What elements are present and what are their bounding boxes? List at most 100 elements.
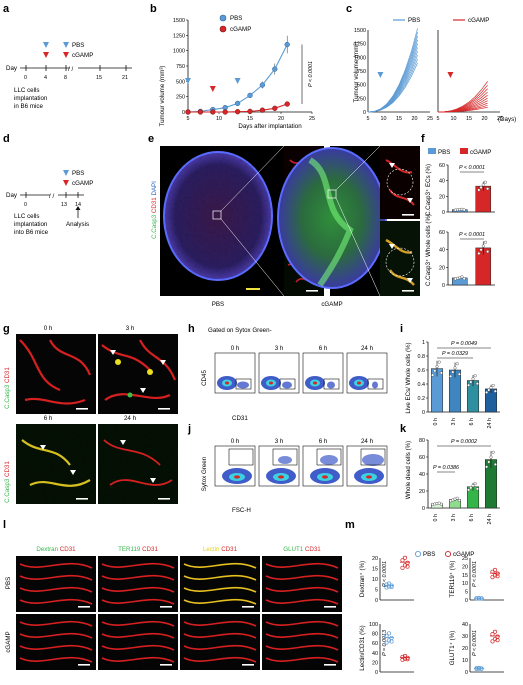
dead-cell-population	[320, 455, 338, 465]
vessel	[265, 574, 339, 581]
vessel	[183, 574, 257, 581]
time-label: 6 h	[319, 345, 328, 352]
data-point	[210, 109, 216, 115]
y-tick-label: 1250	[354, 42, 366, 48]
svg-text:in B6 mice: in B6 mice	[14, 103, 43, 110]
vessel	[101, 656, 175, 663]
data-point	[453, 366, 457, 370]
svg-text:implantation: implantation	[14, 95, 48, 102]
svg-text:CD31: CD31	[232, 415, 248, 422]
data-point	[474, 666, 479, 671]
vessel	[101, 620, 175, 627]
y-tick-label: 0	[375, 670, 378, 676]
time-label: 6 h	[319, 438, 328, 445]
data-point	[493, 462, 497, 466]
y-tick-label: 100	[369, 622, 378, 628]
data-point	[389, 635, 394, 641]
vessel	[183, 598, 257, 605]
x-tick-label: 3 h	[451, 418, 457, 426]
data-point	[471, 484, 475, 488]
scale-bar	[78, 664, 90, 666]
column-label: GLUT1 CD31	[283, 546, 321, 553]
data-point	[386, 638, 392, 643]
cell-population	[327, 381, 335, 389]
vessel	[19, 632, 93, 639]
y-tick-label: 20	[419, 489, 425, 495]
panel-e-micrographs: C.Casp3 CD31 DAPI PBS cGAMP	[151, 145, 420, 308]
data-point	[384, 585, 389, 590]
svg-text:FSC-H: FSC-H	[232, 507, 251, 514]
cgamp-zoom-top	[380, 146, 420, 219]
data-point	[384, 640, 389, 645]
individual-mouse-line	[367, 28, 418, 113]
data-point	[234, 109, 241, 115]
column-label: Lectin CD31	[203, 546, 238, 553]
y-tick-label: 5	[375, 588, 378, 594]
scale-bar	[160, 664, 172, 666]
data-point	[247, 108, 253, 115]
svg-text:4: 4	[44, 75, 47, 81]
vessel	[265, 620, 339, 627]
data-point	[485, 465, 489, 469]
data-point	[402, 555, 408, 560]
y-tick-label: 80	[372, 632, 378, 638]
vessel	[265, 562, 339, 569]
x-tick-label: 24 h	[487, 418, 493, 429]
svg-text:Whole dead cells (%): Whole dead cells (%)	[405, 441, 412, 499]
y-axis-label: Tumour volume (mm³)	[353, 42, 360, 103]
svg-text:Live ECs/ Whole cells (%): Live ECs/ Whole cells (%)	[405, 342, 412, 413]
y-tick-label: 0	[375, 598, 378, 604]
data-point	[400, 565, 405, 570]
p-value: P < 0.0001	[472, 561, 478, 587]
y-tick-label: 20	[462, 646, 468, 652]
tumour-growth-chart: Tumour volume (mm³) Days after implantat…	[159, 14, 315, 130]
svg-text:cGAMP: cGAMP	[468, 17, 489, 24]
vessel	[101, 586, 175, 593]
vessel	[265, 598, 339, 605]
vessel	[19, 656, 93, 663]
column-label: TER119 CD31	[118, 546, 158, 553]
individual-mouse-line	[367, 58, 418, 113]
y-tick-label: 40	[439, 179, 445, 185]
svg-text:14: 14	[75, 202, 81, 208]
y-tick-label: 10	[462, 658, 468, 664]
treatment-arrow-icon	[185, 78, 191, 84]
panel-letter-j: j	[187, 423, 191, 435]
y-tick-label: 1500	[173, 18, 185, 24]
data-point	[455, 362, 459, 366]
panel-letter-f: f	[421, 133, 425, 145]
panel-letter-l: l	[3, 519, 6, 531]
svg-text:PBS: PBS	[230, 15, 242, 22]
p-value: P < 0.0001	[308, 61, 314, 87]
data-point	[460, 275, 464, 279]
data-point	[457, 372, 461, 376]
x-tick-label: 0 h	[433, 514, 439, 522]
treatment-arrow-icon	[447, 72, 454, 78]
treatment-arrow-icon	[234, 78, 241, 84]
y-tick-label: 0.4	[418, 382, 426, 388]
svg-text:C.Casp3 CD31: C.Casp3 CD31	[4, 367, 11, 409]
data-point	[389, 583, 394, 588]
data-point	[469, 380, 473, 384]
svg-text:0 h: 0 h	[44, 325, 53, 332]
data-point	[435, 364, 439, 368]
panel-letter-b: b	[150, 3, 157, 15]
data-point	[402, 653, 408, 658]
data-point	[437, 360, 441, 364]
svg-text:C.Casp3 CD31: C.Casp3 CD31	[4, 461, 11, 503]
dead-cell-bar-chart: Whole dead cells (%) 0 20 40 60 80 P = 0.0002…	[405, 438, 500, 525]
y-tick-label: 40	[419, 472, 425, 478]
data-point	[493, 389, 497, 393]
data-point	[490, 639, 495, 644]
data-point	[479, 248, 483, 252]
data-point	[487, 460, 491, 464]
data-point	[479, 666, 484, 671]
gate	[272, 448, 298, 466]
y-axis-label: Lectin/CD31 (%)	[359, 625, 366, 670]
p-value: P = 0.0329	[442, 351, 468, 357]
y-axis-label: GLUT1⁺ (%)	[449, 631, 456, 666]
gate	[360, 448, 386, 466]
data-point	[272, 105, 278, 111]
y-tick-label: 5	[465, 590, 468, 596]
gate	[228, 448, 254, 466]
